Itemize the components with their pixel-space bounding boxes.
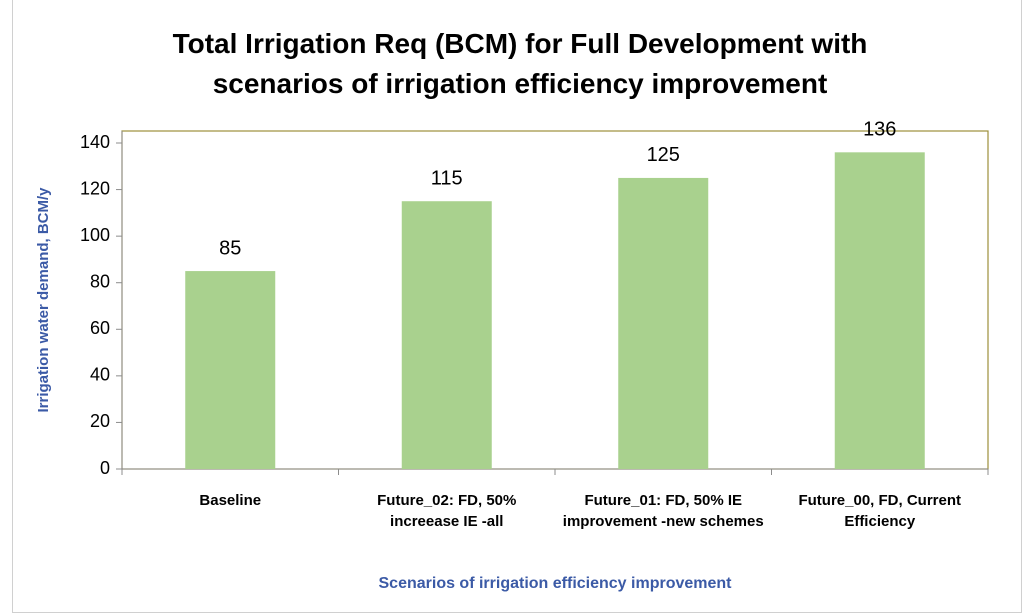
y-tick-label: 0 <box>100 458 110 478</box>
bar <box>185 271 276 469</box>
x-tick-label: Baseline <box>199 492 262 509</box>
x-tick-label: Future_00, FD, Current Efficiency <box>798 492 962 530</box>
y-tick-label: 80 <box>90 271 110 291</box>
y-tick-label: 60 <box>90 318 110 338</box>
data-label: 85 <box>219 237 241 259</box>
y-tick-label: 120 <box>80 178 110 198</box>
bar <box>834 152 925 470</box>
y-axis-label: Irrigation water demand, BCM/y <box>35 187 52 413</box>
y-tick-label: 100 <box>80 225 110 245</box>
data-label: 125 <box>647 144 680 166</box>
y-tick-label: 40 <box>90 365 110 385</box>
y-tick-label: 20 <box>90 411 110 431</box>
bar <box>401 201 492 469</box>
bar <box>618 177 709 469</box>
x-axis-label: Scenarios of irrigation efficiency impro… <box>378 575 732 592</box>
data-label: 136 <box>863 119 896 141</box>
chart-title: Total Irrigation Req (BCM) for Full Deve… <box>172 28 868 99</box>
y-tick-label: 140 <box>80 132 110 152</box>
x-tick-label: Future_02: FD, 50% increease IE -all <box>377 492 517 530</box>
data-label: 115 <box>431 167 463 189</box>
x-tick-label: Future_01: FD, 50% IE improvement -new s… <box>562 492 764 530</box>
chart-frame <box>12 0 1022 613</box>
